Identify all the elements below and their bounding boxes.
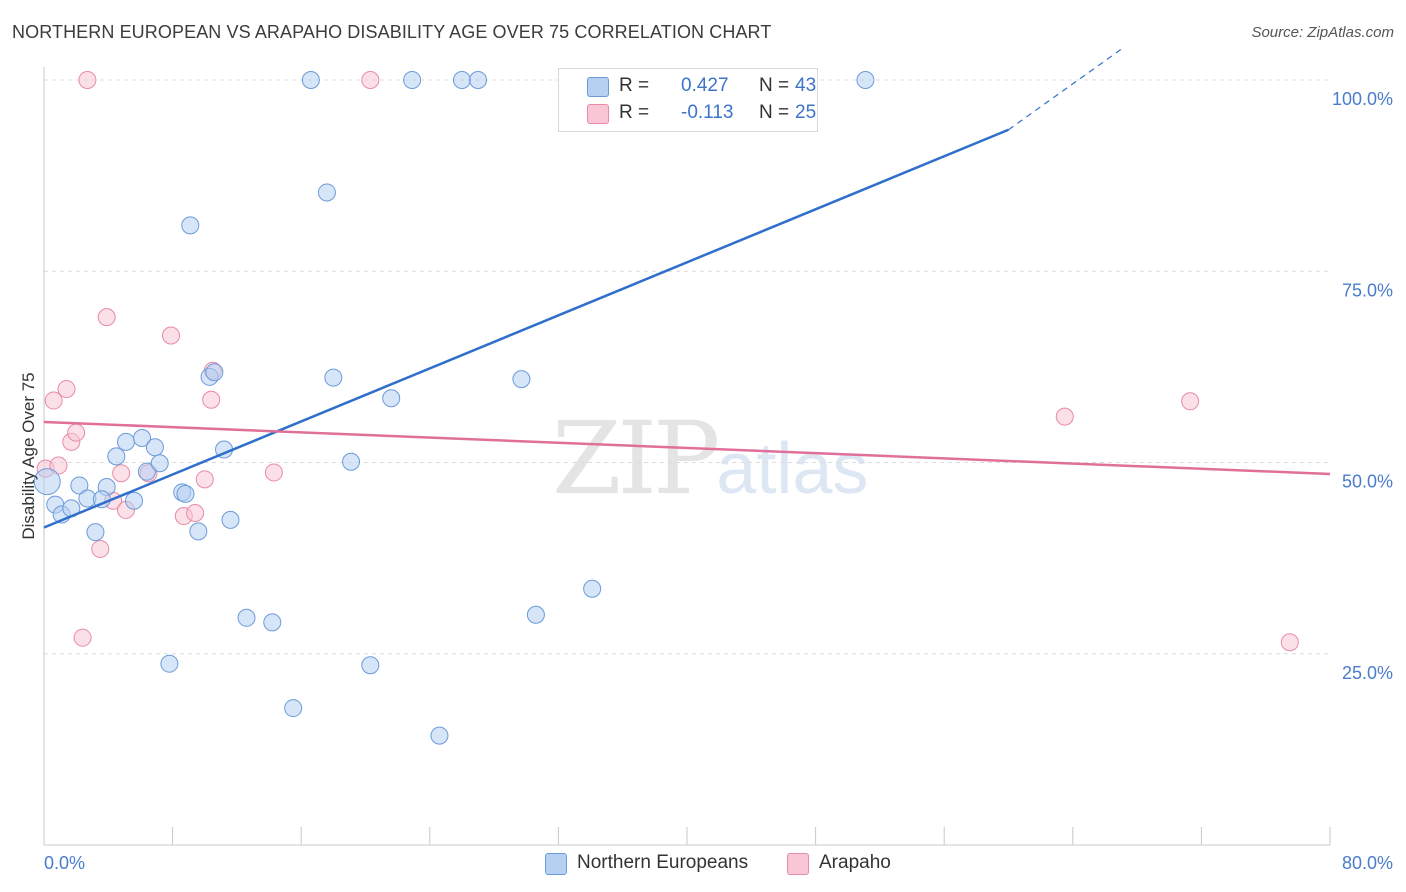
northern-europeans-point — [181, 216, 200, 235]
legend-r-label: R = — [619, 102, 650, 123]
arapaho-point — [202, 390, 221, 409]
northern-europeans-point — [317, 183, 336, 202]
arapaho-point — [195, 470, 214, 489]
chart-title: NORTHERN EUROPEAN VS ARAPAHO DISABILITY … — [12, 22, 772, 42]
legend-n-value: 43 — [795, 75, 817, 96]
arapaho-point — [49, 456, 68, 475]
arapaho-point — [78, 71, 97, 89]
northern-europeans-point — [526, 605, 545, 624]
gridlines — [44, 79, 1330, 655]
northern-europeans-point — [361, 656, 380, 675]
y-tick-label: 25.0% — [1342, 663, 1393, 683]
bottom-legend-swatch-pink — [787, 853, 809, 875]
arapaho-point — [1280, 633, 1299, 652]
legend-r-value: -0.113 — [681, 102, 734, 123]
northern-europeans-point — [452, 71, 471, 89]
arapaho-point — [91, 539, 110, 558]
northern-europeans-point — [133, 429, 152, 448]
legend-n-value: 25 — [795, 102, 817, 123]
northern-europeans-point — [301, 71, 320, 89]
axes — [43, 67, 1331, 846]
watermark: ZIPatlas — [552, 400, 868, 517]
y-tick-label: 50.0% — [1342, 472, 1393, 492]
northern-europeans-point — [237, 608, 256, 627]
northern-europeans-point — [116, 432, 135, 451]
y-tick-label: 100.0% — [1332, 89, 1393, 109]
northern-europeans-point — [86, 523, 105, 542]
northern-europeans-trend-extension — [1008, 48, 1122, 131]
y-tick-label: 75.0% — [1342, 280, 1393, 300]
source-label: Source: ZipAtlas.com — [1251, 24, 1394, 41]
watermark-zip: ZIP — [552, 400, 720, 517]
northern-europeans-point — [33, 468, 61, 496]
northern-europeans-point — [284, 699, 303, 718]
northern-europeans-point — [342, 452, 361, 471]
northern-europeans-point — [107, 447, 126, 466]
northern-europeans-point — [469, 71, 488, 89]
bottom-legend-swatch-blue — [545, 853, 567, 875]
bottom-legend-label: Arapaho — [819, 852, 891, 873]
arapaho-point — [161, 326, 180, 345]
northern-europeans-point — [145, 438, 164, 457]
watermark-atlas: atlas — [716, 429, 869, 509]
northern-europeans-point — [205, 363, 224, 382]
arapaho-point — [264, 463, 283, 482]
northern-europeans-point — [382, 389, 401, 408]
y-axis-title: Disability Age Over 75 — [19, 372, 38, 539]
arapaho-point — [1181, 392, 1200, 411]
northern-europeans-point — [176, 484, 195, 503]
axis-labels: 25.0% 50.0% 75.0% 100.0% 0.0% 80.0% Disability… — [19, 89, 1393, 873]
arapaho-trend-line — [43, 420, 1331, 476]
northern-europeans-point — [150, 454, 169, 473]
northern-europeans-point — [263, 613, 282, 632]
legend-r-value: 0.427 — [681, 75, 729, 96]
legend-swatch-blue — [587, 77, 609, 97]
arapaho-point — [67, 423, 86, 442]
northern-europeans-point — [189, 522, 208, 541]
northern-europeans-point — [403, 71, 422, 89]
northern-europeans-point — [125, 491, 144, 510]
arapaho-point — [97, 308, 116, 327]
arapaho-point — [57, 380, 76, 399]
correlation-legend: R = 0.427 N = 43 R = -0.113 N = 25 — [558, 68, 818, 132]
northern-europeans-point — [221, 510, 240, 529]
northern-europeans-point — [856, 71, 875, 89]
northern-europeans-points — [33, 71, 875, 745]
arapaho-point — [112, 464, 131, 483]
arapaho-point — [186, 503, 205, 522]
northern-europeans-point — [137, 462, 156, 481]
northern-europeans-point — [70, 476, 89, 495]
legend-r-label: R = — [619, 75, 650, 96]
legend-swatch-pink — [587, 104, 609, 124]
northern-europeans-point — [512, 370, 531, 389]
legend-n-label: N = — [759, 102, 790, 123]
northern-europeans-point — [324, 368, 343, 387]
arapaho-point — [361, 71, 380, 89]
arapaho-point — [1055, 407, 1074, 426]
trend-lines — [43, 48, 1331, 529]
northern-europeans-point — [583, 579, 602, 598]
arapaho-point — [44, 391, 63, 410]
northern-europeans-point — [160, 654, 179, 673]
northern-europeans-trend-line — [43, 128, 1009, 529]
bottom-legend-label: Northern Europeans — [577, 852, 749, 873]
x-tick-label: 0.0% — [44, 853, 85, 873]
northern-europeans-point — [430, 726, 449, 745]
arapaho-points — [36, 71, 1299, 652]
arapaho-point — [73, 628, 92, 647]
x-tick-label: 80.0% — [1342, 853, 1393, 873]
legend-n-label: N = — [759, 75, 790, 96]
